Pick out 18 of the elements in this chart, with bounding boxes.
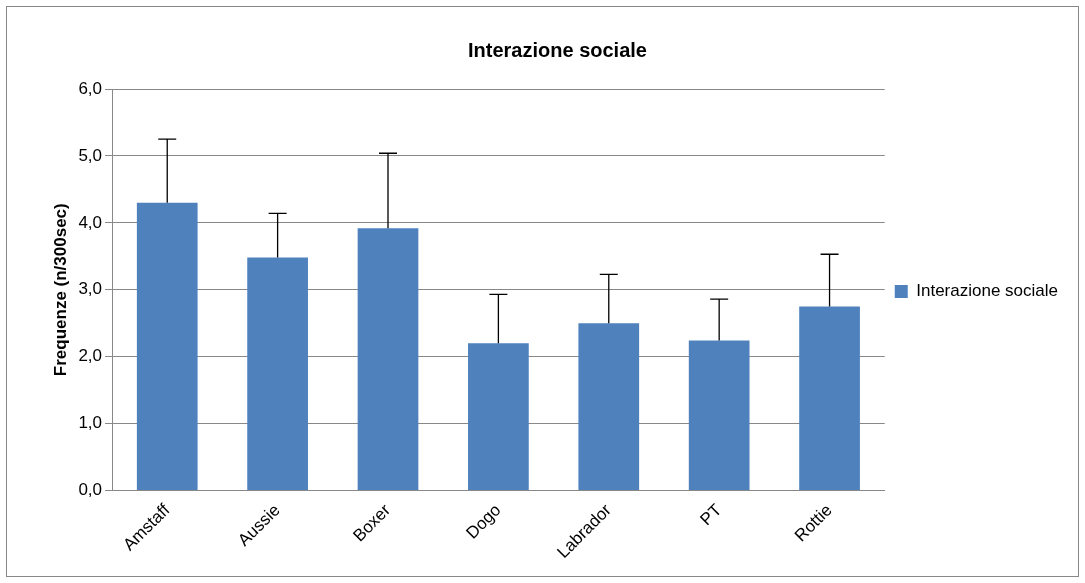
bar <box>136 202 198 490</box>
bar <box>578 323 640 490</box>
chart-title: Interazione sociale <box>468 38 647 61</box>
bar <box>247 257 308 490</box>
legend-label: Interazione sociale <box>916 281 1059 301</box>
y-tick-label: 2,0 <box>78 346 103 366</box>
bar <box>799 306 860 490</box>
y-tick-label: 1,0 <box>78 413 103 433</box>
y-tick-label: 5,0 <box>78 145 103 165</box>
y-tick-label: 4,0 <box>78 212 103 232</box>
y-axis-title: Frequenze (n/300sec) <box>50 203 70 377</box>
bar <box>688 340 750 490</box>
bar <box>468 343 529 490</box>
bar <box>357 228 419 490</box>
y-tick-label: 3,0 <box>78 279 103 299</box>
y-tick-label: 0,0 <box>78 480 103 500</box>
y-tick-label: 6,0 <box>78 78 103 98</box>
x-tick-label: PT <box>696 500 726 530</box>
